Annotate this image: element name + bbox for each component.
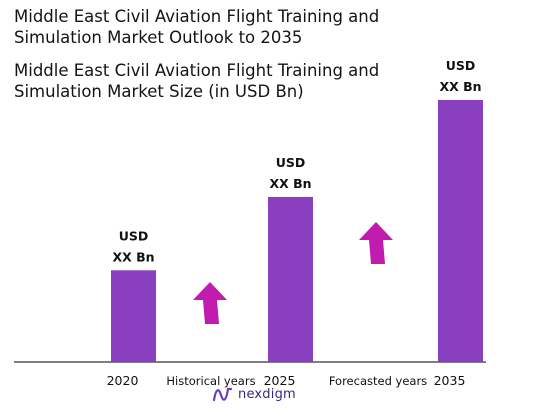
x-tick-label: 2020 bbox=[107, 373, 139, 388]
bar-2035 bbox=[438, 100, 483, 362]
bar-value-label: USD bbox=[119, 228, 149, 243]
logo-text: nexdigm bbox=[238, 386, 296, 402]
bar-value-label: USD bbox=[276, 155, 306, 170]
bar-value-label: XX Bn bbox=[439, 79, 481, 94]
bar-2020 bbox=[111, 270, 156, 362]
nexdigm-logo-icon bbox=[212, 387, 233, 402]
nexdigm-logo: nexdigm bbox=[212, 385, 296, 403]
chart-title-line-1: Middle East Civil Aviation Flight Traini… bbox=[14, 7, 380, 26]
chart-title: Middle East Civil Aviation Flight Traini… bbox=[14, 6, 379, 48]
period-label: Forecasted years bbox=[329, 374, 427, 388]
chart-subtitle: Middle East Civil Aviation Flight Traini… bbox=[14, 60, 379, 102]
chart-subtitle-line-2: Simulation Market Size (in USD Bn) bbox=[14, 82, 304, 101]
up-arrow-icon bbox=[359, 222, 393, 264]
bar-value-label: USD bbox=[446, 58, 476, 73]
x-tick-label: 2035 bbox=[434, 373, 466, 388]
chart-title-line-2: Simulation Market Outlook to 2035 bbox=[14, 28, 303, 47]
up-arrow-icon bbox=[193, 282, 227, 324]
period-label: Historical years bbox=[166, 374, 255, 388]
x-tick-label: 2025 bbox=[264, 373, 296, 388]
bar-value-label: XX Bn bbox=[112, 249, 154, 264]
bar-value-label: XX Bn bbox=[269, 176, 311, 191]
chart-subtitle-line-1: Middle East Civil Aviation Flight Traini… bbox=[14, 61, 380, 80]
bar-2025 bbox=[268, 196, 313, 362]
